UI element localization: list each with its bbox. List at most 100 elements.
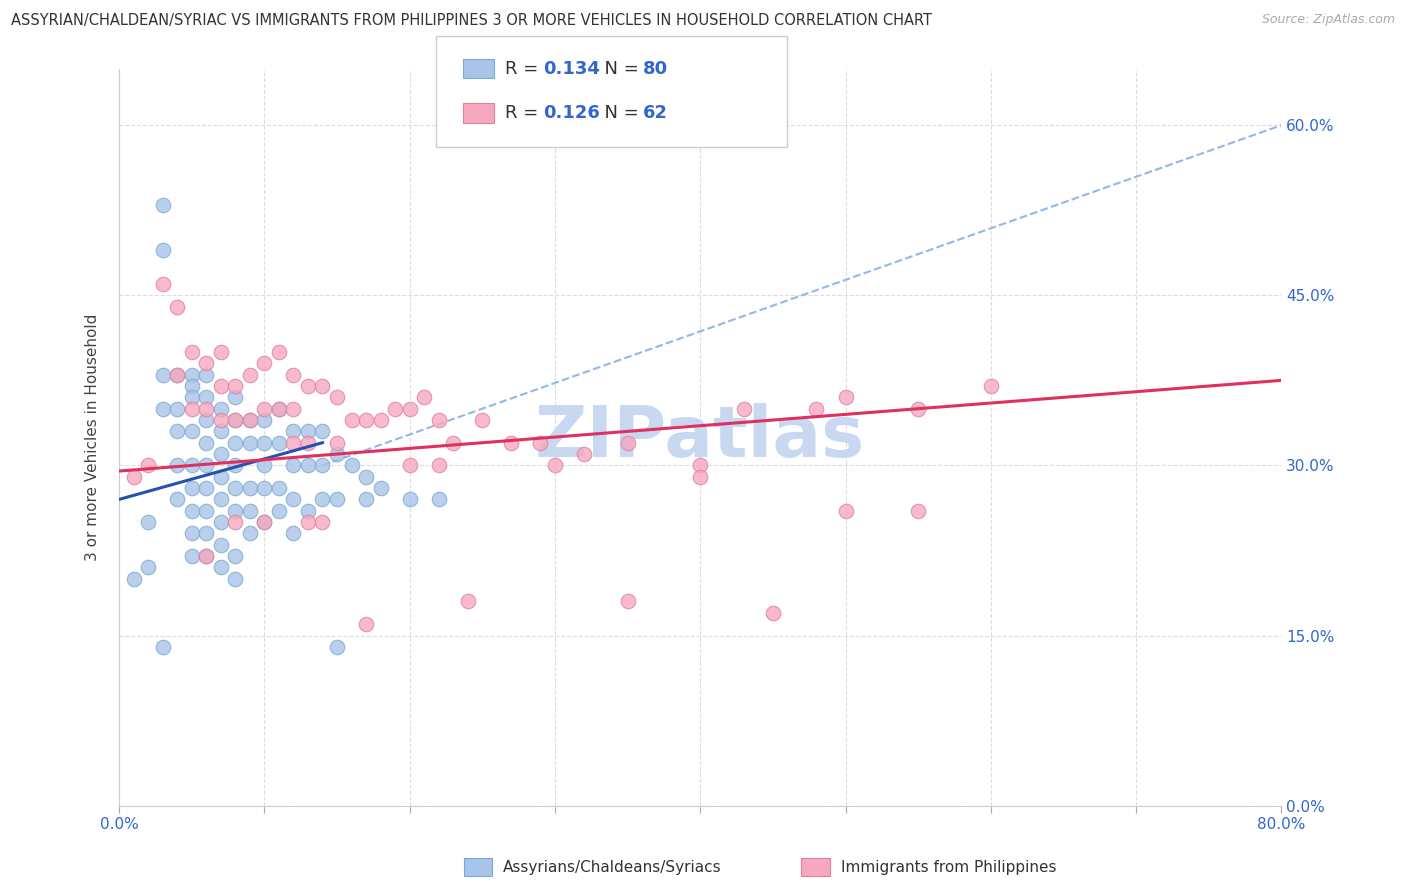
Point — [122, 572, 145, 586]
Point — [267, 345, 290, 359]
Point — [907, 401, 929, 416]
Point — [253, 481, 276, 495]
Point — [544, 458, 567, 473]
Point — [253, 413, 276, 427]
Point — [224, 413, 246, 427]
Point — [195, 368, 218, 382]
Point — [370, 413, 392, 427]
Point — [471, 413, 494, 427]
Point — [209, 560, 232, 574]
Point — [209, 447, 232, 461]
Point — [152, 243, 174, 257]
Point — [689, 469, 711, 483]
Point — [834, 504, 856, 518]
Point — [616, 435, 638, 450]
Point — [253, 458, 276, 473]
Point — [166, 300, 188, 314]
Point — [980, 379, 1002, 393]
Point — [253, 515, 276, 529]
Point — [297, 435, 319, 450]
Point — [398, 492, 420, 507]
Point — [370, 481, 392, 495]
Point — [340, 413, 363, 427]
Text: ZIPatlas: ZIPatlas — [536, 402, 865, 472]
Point — [297, 504, 319, 518]
Point — [180, 401, 202, 416]
Point — [354, 469, 377, 483]
Point — [152, 197, 174, 211]
Point — [166, 458, 188, 473]
Text: 0.134: 0.134 — [543, 60, 599, 78]
Point — [457, 594, 479, 608]
Point — [297, 425, 319, 439]
Point — [195, 356, 218, 370]
Point — [283, 526, 305, 541]
Point — [326, 435, 349, 450]
Point — [152, 368, 174, 382]
Point — [195, 401, 218, 416]
Point — [180, 368, 202, 382]
Point — [326, 640, 349, 654]
Point — [136, 458, 159, 473]
Point — [209, 492, 232, 507]
Point — [209, 413, 232, 427]
Point — [689, 458, 711, 473]
Text: R =: R = — [505, 104, 544, 122]
Point — [195, 549, 218, 563]
Point — [311, 492, 333, 507]
Point — [195, 458, 218, 473]
Point — [384, 401, 406, 416]
Point — [180, 390, 202, 404]
Point — [209, 469, 232, 483]
Point — [326, 447, 349, 461]
Point — [311, 425, 333, 439]
Point — [166, 368, 188, 382]
Point — [427, 492, 450, 507]
Point — [806, 401, 828, 416]
Point — [239, 413, 262, 427]
Point — [224, 504, 246, 518]
Point — [253, 515, 276, 529]
Point — [166, 401, 188, 416]
Point — [224, 413, 246, 427]
Point — [180, 345, 202, 359]
Point — [267, 481, 290, 495]
Point — [209, 345, 232, 359]
Point — [267, 401, 290, 416]
Point — [136, 560, 159, 574]
Point — [209, 379, 232, 393]
Point — [166, 492, 188, 507]
Point — [283, 492, 305, 507]
Point — [340, 458, 363, 473]
Point — [195, 526, 218, 541]
Point — [529, 435, 551, 450]
Point — [501, 435, 523, 450]
Point — [733, 401, 755, 416]
Point — [283, 435, 305, 450]
Point — [195, 549, 218, 563]
Text: 0.126: 0.126 — [543, 104, 599, 122]
Text: Assyrians/Chaldeans/Syriacs: Assyrians/Chaldeans/Syriacs — [503, 860, 721, 874]
Point — [253, 435, 276, 450]
Text: 80: 80 — [643, 60, 668, 78]
Point — [180, 526, 202, 541]
Text: ASSYRIAN/CHALDEAN/SYRIAC VS IMMIGRANTS FROM PHILIPPINES 3 OR MORE VEHICLES IN HO: ASSYRIAN/CHALDEAN/SYRIAC VS IMMIGRANTS F… — [11, 13, 932, 29]
Point — [253, 401, 276, 416]
Point — [283, 401, 305, 416]
Point — [224, 572, 246, 586]
Point — [253, 356, 276, 370]
Point — [907, 504, 929, 518]
Point — [239, 481, 262, 495]
Point — [283, 458, 305, 473]
Point — [297, 458, 319, 473]
Point — [152, 640, 174, 654]
Point — [122, 469, 145, 483]
Point — [311, 379, 333, 393]
Point — [136, 515, 159, 529]
Point — [224, 515, 246, 529]
Point — [195, 504, 218, 518]
Point — [267, 401, 290, 416]
Point — [209, 538, 232, 552]
Point — [427, 458, 450, 473]
Point — [224, 435, 246, 450]
